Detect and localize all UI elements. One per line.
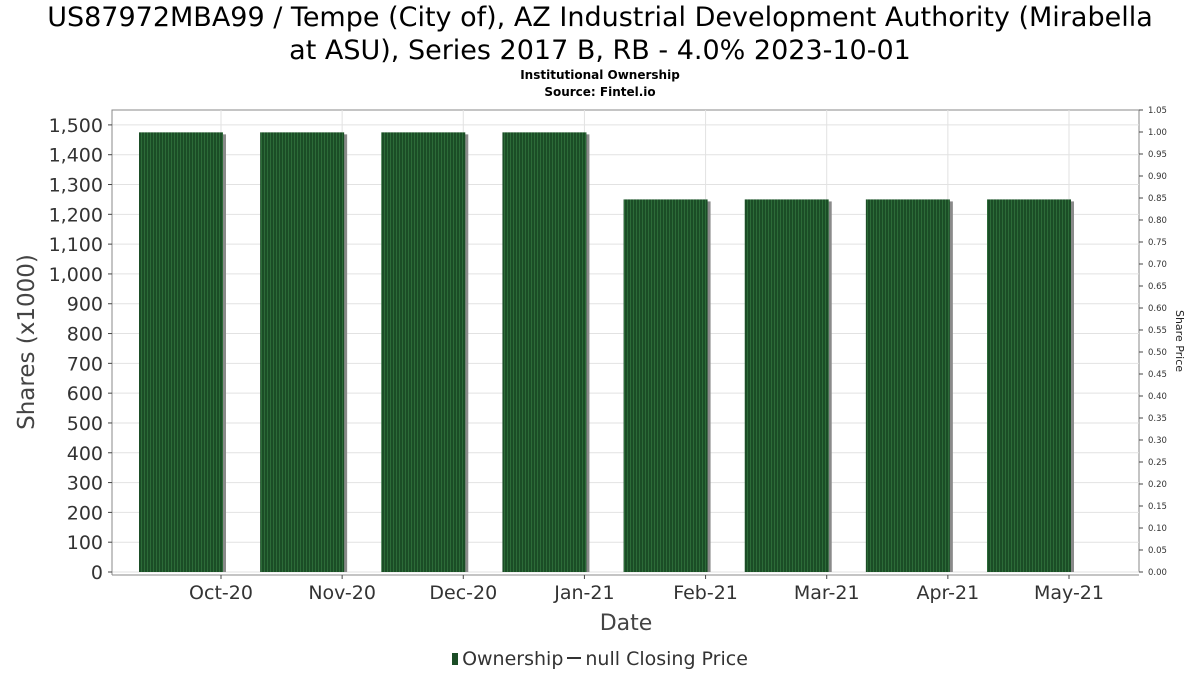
y2-tick-label: 0.45 bbox=[1148, 370, 1167, 380]
y-tick-label: 500 bbox=[67, 413, 103, 435]
y2-tick-label: 0.90 bbox=[1148, 172, 1167, 182]
y2-tick-label: 0.95 bbox=[1148, 150, 1167, 160]
legend-ownership-swatch bbox=[452, 653, 459, 665]
bar bbox=[744, 199, 829, 572]
chart-title: US87972MBA99 / Tempe (City of), AZ Indus… bbox=[0, 1, 1200, 67]
y2-tick-label: 0.05 bbox=[1148, 546, 1167, 556]
y2-tick-label: 1.05 bbox=[1148, 106, 1167, 116]
y-tick-label: 1,500 bbox=[49, 115, 103, 137]
x-tick-label: Feb-21 bbox=[673, 582, 738, 604]
x-axis-title: Date bbox=[600, 611, 653, 636]
legend-price-line bbox=[567, 657, 582, 659]
x-tick-label: Oct-20 bbox=[189, 582, 253, 604]
y2-tick-label: 0.10 bbox=[1148, 524, 1167, 534]
chart-source: Source: Fintel.io bbox=[544, 85, 656, 99]
chart-title-line-2: at ASU), Series 2017 B, RB - 4.0% 2023-1… bbox=[289, 35, 911, 66]
legend: Ownership null Closing Price bbox=[0, 648, 1200, 670]
y-tick-label: 600 bbox=[67, 383, 103, 405]
y-tick-label: 700 bbox=[67, 353, 103, 375]
chart-title-line-1: US87972MBA99 / Tempe (City of), AZ Indus… bbox=[47, 2, 1153, 33]
y2-tick-label: 0.80 bbox=[1148, 216, 1167, 226]
y2-tick-label: 0.35 bbox=[1148, 414, 1167, 424]
y-tick-label: 300 bbox=[67, 473, 103, 495]
y-tick-label: 800 bbox=[67, 324, 103, 346]
x-tick-label: Apr-21 bbox=[917, 582, 980, 604]
y2-tick-label: 0.65 bbox=[1148, 282, 1167, 292]
x-tick-label: May-21 bbox=[1034, 582, 1104, 604]
bars bbox=[139, 132, 1074, 572]
y-tick-label: 1,200 bbox=[49, 204, 103, 226]
x-tick-label: Jan-21 bbox=[553, 582, 614, 604]
axes: 0 100 200 300 400 500 600 700 800 900 1,000 1,100 1,… bbox=[49, 106, 1167, 604]
x-tick-label: Dec-20 bbox=[429, 582, 497, 604]
y-tick-label: 100 bbox=[67, 532, 103, 554]
y-tick-label: 1,000 bbox=[49, 264, 103, 286]
y-tick-label: 0 bbox=[91, 562, 103, 584]
bar bbox=[865, 199, 950, 572]
y-tick-label: 1,400 bbox=[49, 145, 103, 167]
x-tick-label: Nov-20 bbox=[308, 582, 376, 604]
y-tick-label: 1,100 bbox=[49, 234, 103, 256]
y-tick-label: 200 bbox=[67, 502, 103, 524]
y2-tick-label: 0.55 bbox=[1148, 326, 1167, 336]
y2-tick-label: 0.50 bbox=[1148, 348, 1167, 358]
y2-tick-label: 0.70 bbox=[1148, 260, 1167, 270]
y2-tick-label: 0.15 bbox=[1148, 502, 1167, 512]
y-tick-label: 400 bbox=[67, 443, 103, 465]
y2-tick-label: 0.30 bbox=[1148, 436, 1167, 446]
y2-tick-label: 0.25 bbox=[1148, 458, 1167, 468]
y2-tick-label: 0.75 bbox=[1148, 238, 1167, 248]
y2-tick-label: 0.40 bbox=[1148, 392, 1167, 402]
bar bbox=[381, 132, 466, 572]
bar bbox=[623, 199, 708, 572]
y2-tick-label: 0.20 bbox=[1148, 480, 1167, 490]
y-axis-title: Shares (x1000) bbox=[14, 254, 40, 430]
y2-tick-label: 0.00 bbox=[1148, 568, 1167, 578]
bar bbox=[139, 132, 223, 572]
y2-tick-label: 0.60 bbox=[1148, 304, 1167, 314]
chart-subtitle: Institutional Ownership bbox=[520, 68, 680, 82]
y-tick-label: 1,300 bbox=[49, 175, 103, 197]
bar bbox=[987, 199, 1071, 572]
x-tick-label: Mar-21 bbox=[794, 582, 860, 604]
y2-axis-title: Share Price bbox=[1173, 310, 1186, 372]
y2-tick-label: 1.00 bbox=[1148, 128, 1167, 138]
bar bbox=[502, 132, 587, 572]
legend-ownership-label: Ownership bbox=[462, 648, 564, 670]
legend-price-label: null Closing Price bbox=[585, 648, 748, 670]
bar bbox=[260, 132, 345, 572]
y-tick-label: 900 bbox=[67, 294, 103, 316]
y2-tick-label: 0.85 bbox=[1148, 194, 1167, 204]
